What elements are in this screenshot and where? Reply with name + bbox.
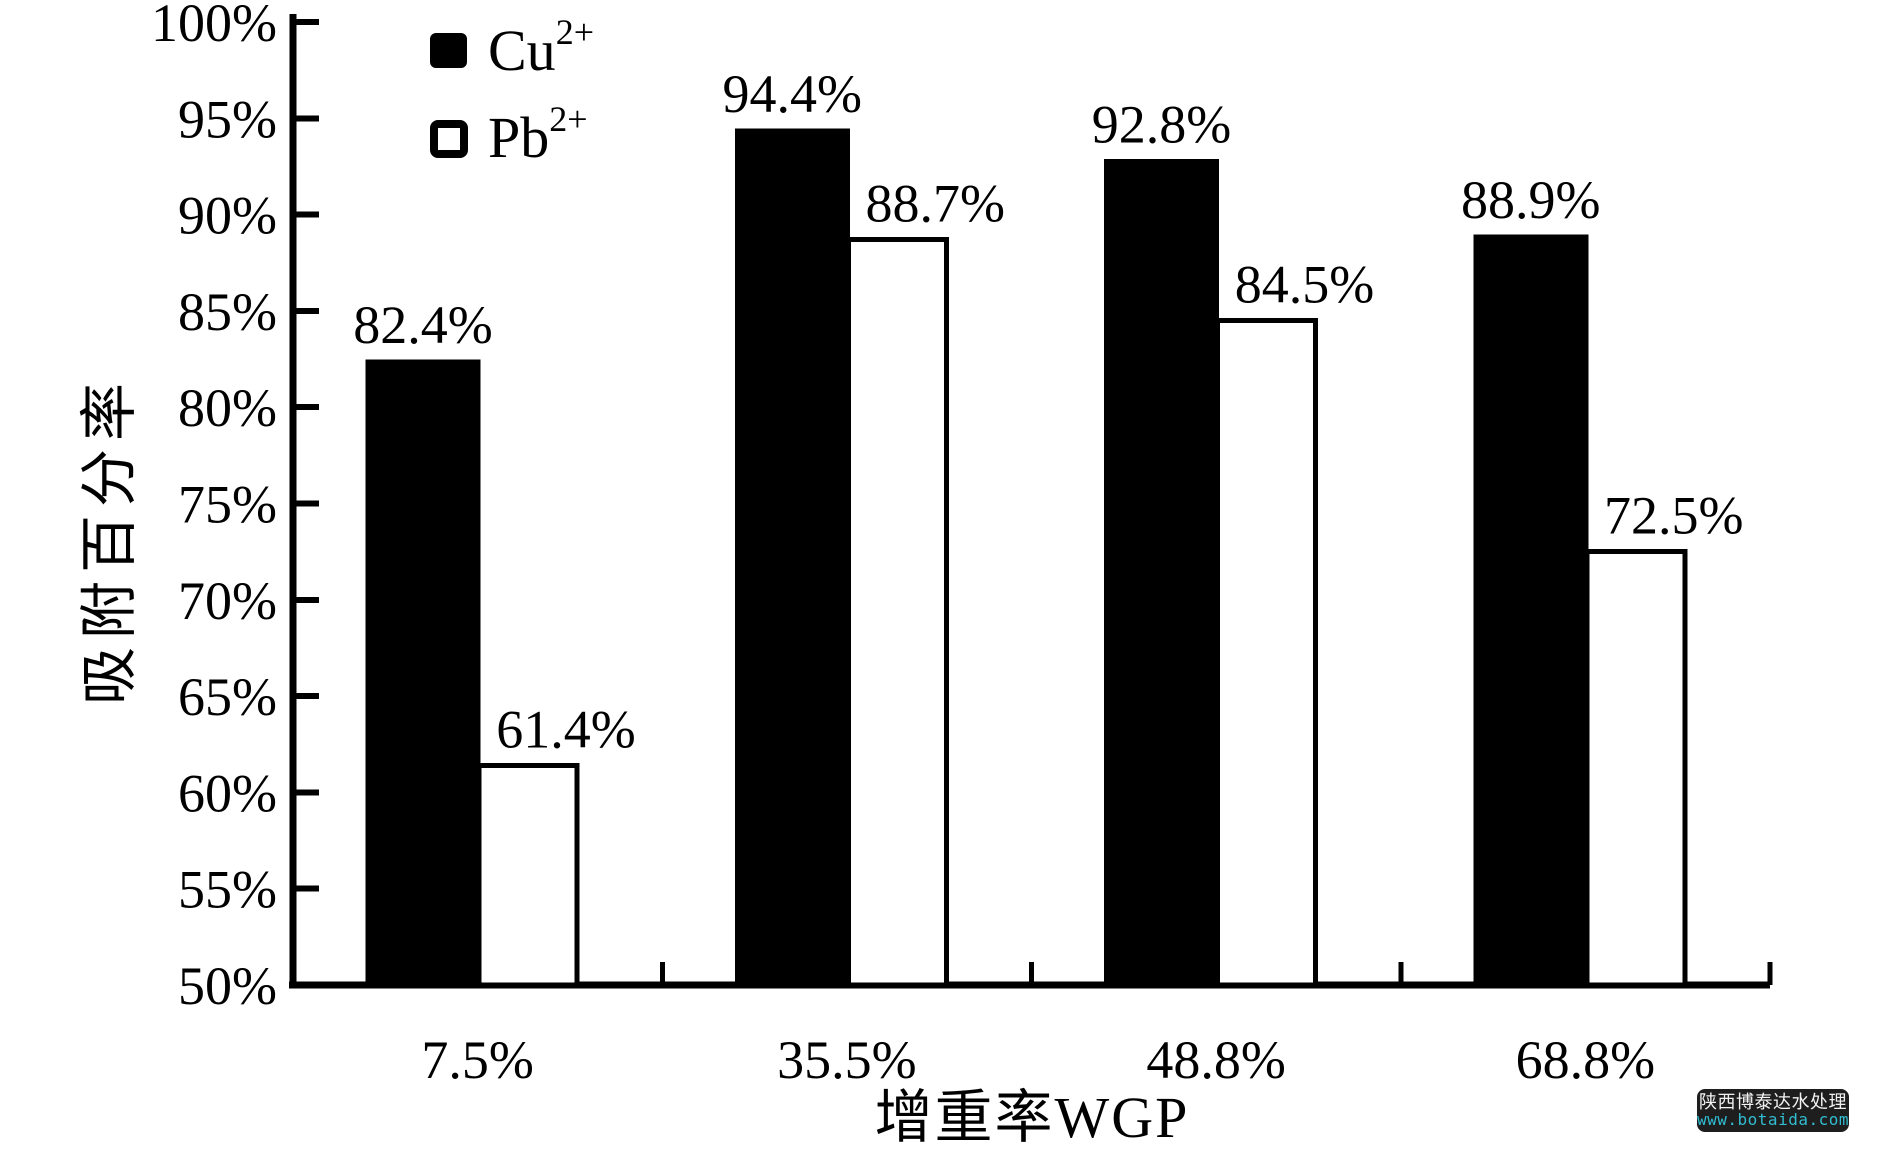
bar-value-label-cu: 92.8% — [1092, 95, 1231, 155]
x-category-label: 7.5% — [421, 1030, 533, 1090]
watermark-company: 陕西博泰达水处理 — [1699, 1091, 1847, 1112]
y-tick-label: 50% — [178, 956, 277, 1016]
legend-label-cu-sup: 2+ — [555, 11, 594, 52]
legend-label-pb-base: Pb — [488, 105, 550, 170]
y-tick-label: 60% — [178, 763, 277, 823]
bar-pb-2 — [1215, 318, 1318, 988]
legend-label-cu: Cu2+ — [488, 14, 594, 80]
bar-value-label-pb: 61.4% — [496, 699, 635, 759]
x-axis-title: 增重率WGP — [874, 1085, 1190, 1150]
bar-cu-3 — [1473, 234, 1589, 987]
y-axis-title: 吸附百分率 — [77, 374, 142, 706]
y-tick-label: 65% — [178, 667, 277, 727]
bar-value-label-cu: 82.4% — [353, 295, 492, 355]
bar-value-label-cu: 88.9% — [1461, 170, 1600, 230]
bar-value-label-pb: 84.5% — [1235, 255, 1374, 315]
x-category-label: 35.5% — [777, 1030, 916, 1090]
bar-value-label-pb: 88.7% — [866, 174, 1005, 234]
bar-cu-2 — [1104, 159, 1219, 987]
legend-label-cu-base: Cu — [488, 18, 556, 83]
x-category-label: 68.8% — [1516, 1030, 1655, 1090]
y-tick-label: 90% — [178, 186, 277, 246]
bar-pb-1 — [845, 237, 949, 988]
legend-label-pb: Pb2+ — [488, 101, 588, 167]
bar-value-label-cu: 94.4% — [723, 64, 862, 124]
bar-pb-0 — [476, 762, 580, 988]
y-tick-label: 55% — [178, 860, 277, 920]
bar-value-label-pb: 72.5% — [1604, 486, 1743, 546]
y-tick-label: 75% — [178, 475, 277, 535]
y-tick-label: 80% — [178, 378, 277, 438]
y-tick-label: 70% — [178, 571, 277, 631]
bar-cu-0 — [365, 359, 481, 987]
bar-pb-3 — [1584, 549, 1688, 988]
y-tick-label: 85% — [178, 282, 277, 342]
legend-label-pb-sup: 2+ — [549, 98, 588, 139]
y-tick-label: 95% — [178, 89, 277, 149]
legend-swatch-pb — [430, 120, 468, 158]
legend-swatch-cu — [430, 33, 467, 68]
bar-cu-1 — [734, 128, 850, 987]
x-category-label: 48.8% — [1146, 1030, 1285, 1090]
y-tick-label: 100% — [151, 0, 277, 53]
watermark-url: www.botaida.com — [1697, 1109, 1849, 1129]
watermark: 陕西博泰达水处理 www.botaida.com — [1697, 1089, 1849, 1132]
